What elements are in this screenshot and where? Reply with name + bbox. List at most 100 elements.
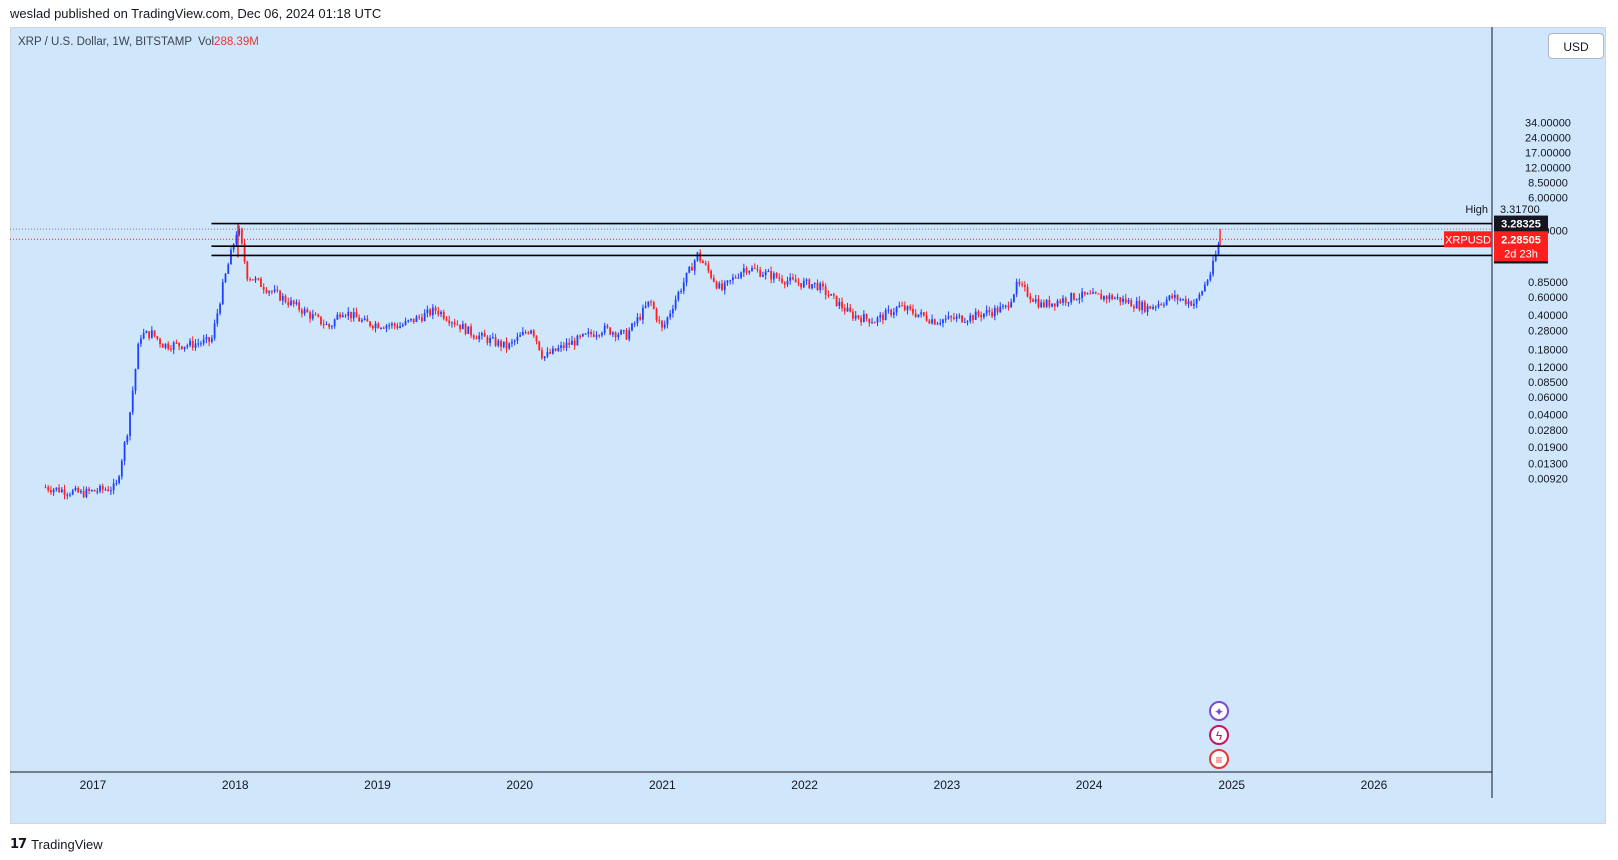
candle-body [374, 323, 377, 329]
candle-body [328, 324, 331, 328]
candle-body [655, 308, 658, 320]
candle-body [767, 271, 770, 273]
candle-body [751, 267, 753, 271]
candle-body [1018, 281, 1021, 285]
candle-body [838, 301, 841, 306]
candle-body [535, 335, 538, 342]
candle-body [1089, 293, 1092, 295]
candle-body [611, 332, 614, 335]
candle-body [737, 277, 740, 279]
candle-body [1086, 293, 1089, 295]
candle-body [1217, 244, 1220, 255]
candle-body [541, 350, 543, 359]
y-tick-label: 0.01300 [1528, 458, 1568, 470]
y-tick-label: 0.00920 [1528, 473, 1568, 485]
candle-body [972, 315, 974, 320]
candle-body [952, 317, 955, 319]
candle-body [1206, 280, 1209, 285]
candle-body [641, 307, 644, 320]
candle-body [650, 301, 652, 303]
x-tick-label: 2025 [1218, 778, 1245, 792]
candle-body [257, 278, 260, 280]
candle-body [208, 337, 211, 342]
candle-body [1097, 293, 1100, 295]
candle-body [494, 337, 497, 346]
candle-body [227, 264, 230, 274]
candle-body [437, 310, 440, 315]
candle-body [819, 283, 822, 290]
candle-body [1187, 301, 1190, 305]
candle-body [153, 330, 156, 337]
y-tick-label: 0.02800 [1528, 425, 1568, 437]
candle-body [546, 351, 549, 357]
candle-body [1160, 304, 1163, 306]
flag-icon[interactable]: ≡ [1209, 749, 1229, 769]
candle-body [862, 314, 865, 323]
spark-icon[interactable]: ✦ [1209, 701, 1229, 721]
candle-body [732, 277, 734, 281]
candle-body [1004, 305, 1007, 307]
candle-body [123, 442, 126, 461]
candle-body [669, 313, 672, 318]
candle-body [1184, 299, 1187, 305]
candle-body [240, 228, 243, 244]
candle-body [980, 315, 983, 318]
footer-brand: TradingView [31, 836, 103, 852]
candle-body [74, 488, 77, 491]
tradingview-logo-icon: 𝟭𝟳 [10, 836, 27, 851]
candle-body [1122, 298, 1124, 302]
candle-body [281, 296, 284, 301]
candle-body [521, 331, 524, 336]
candle-body [1179, 299, 1182, 301]
y-tick-label: 0.12000 [1528, 362, 1568, 374]
candle-body [410, 318, 412, 321]
candle-body [551, 348, 554, 354]
candle-body [1193, 303, 1195, 306]
candle-body [502, 341, 505, 347]
candle-body [1092, 292, 1094, 294]
candle-body [778, 277, 781, 279]
candle-body [336, 314, 339, 320]
candle-body [931, 319, 933, 324]
candle-body [699, 252, 702, 261]
candle-body [857, 315, 860, 318]
candle-body [44, 487, 47, 489]
candle-body [876, 317, 879, 323]
candle-body [811, 284, 813, 289]
candle-body [543, 356, 546, 359]
chart-pane[interactable] [10, 27, 1606, 824]
candle-body [268, 291, 271, 293]
candle-body [666, 317, 669, 325]
candle-body [598, 335, 601, 337]
candle-body [1034, 299, 1037, 302]
candle-body [1203, 284, 1206, 292]
candle-body [421, 317, 423, 322]
candle-body [1100, 294, 1103, 300]
y-tick-label: 0.04000 [1528, 410, 1568, 422]
candle-body [562, 345, 565, 348]
candle-body [137, 343, 140, 370]
candle-body [1048, 300, 1051, 307]
candle-body [369, 321, 371, 327]
candle-body [628, 330, 631, 340]
candle-body [830, 294, 833, 296]
currency-button[interactable]: USD [1548, 33, 1604, 59]
y-tick-label: 24.00000 [1525, 132, 1571, 144]
candle-body [756, 268, 759, 270]
candle-body [982, 313, 985, 318]
candle-body [726, 280, 729, 283]
candle-body [508, 343, 511, 349]
candle-body [955, 316, 958, 319]
y-tick-label: 0.85000 [1528, 277, 1568, 289]
candle-body [1138, 301, 1141, 311]
candle-body [401, 324, 404, 327]
candle-body [715, 281, 718, 289]
candle-body [846, 307, 849, 312]
candle-body [511, 341, 513, 344]
candle-body [322, 324, 325, 326]
candle-body [999, 306, 1002, 313]
candle-body [887, 309, 890, 311]
candle-body [352, 312, 355, 319]
lightning-icon[interactable]: ϟ [1209, 725, 1229, 745]
